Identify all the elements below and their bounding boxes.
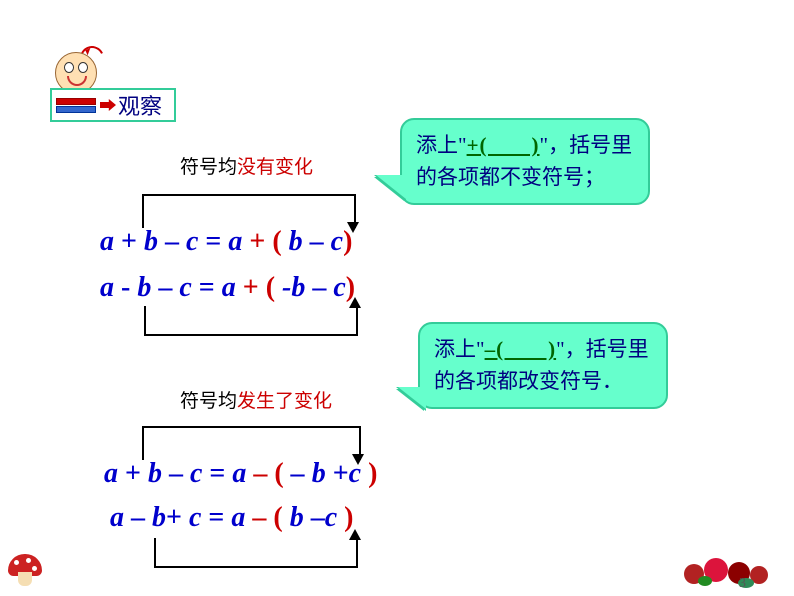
caption-no-change: 符号均没有变化 <box>180 152 313 179</box>
bracket-eq3 <box>142 426 361 460</box>
bracket-eq1 <box>142 194 356 228</box>
mushroom-icon <box>4 550 46 592</box>
observe-label: 观察 <box>118 89 162 121</box>
equation-3: a + b – c = a – ( – b +c ) <box>104 458 377 490</box>
bubble-minus-paren: 添上"–( )"，括号里的各项都改变符号． <box>418 322 668 409</box>
bubble-plus-paren: 添上"+( )"，括号里的各项都不变符号； <box>400 118 650 205</box>
bracket-eq2 <box>144 306 358 336</box>
flowers-icon <box>678 550 788 590</box>
observe-badge: 观察 <box>50 88 176 122</box>
equation-1: a + b – c = a + ( b – c) <box>100 226 352 258</box>
page-number: 3 <box>739 576 746 592</box>
caption-changed: 符号均发生了变化 <box>180 386 332 413</box>
arrow-up-icon <box>349 297 361 308</box>
arrow-up-icon <box>349 529 361 540</box>
bracket-eq4 <box>154 538 358 568</box>
equation-4: a – b+ c = a – ( b –c ) <box>110 502 353 534</box>
arrow-right-icon <box>100 99 116 111</box>
equation-2: a - b – c = a + ( -b – c) <box>100 272 355 304</box>
